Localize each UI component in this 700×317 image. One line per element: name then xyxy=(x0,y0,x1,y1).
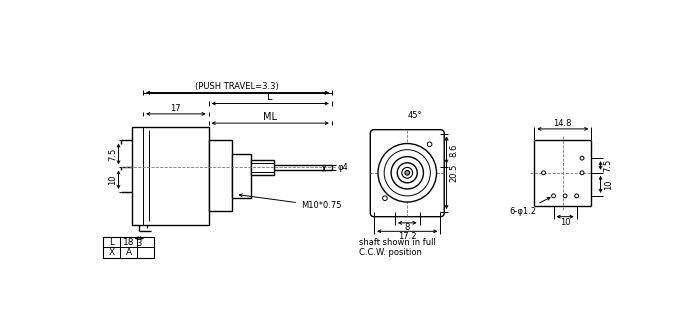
Text: 7.5: 7.5 xyxy=(603,159,612,172)
Text: 10: 10 xyxy=(108,174,117,185)
Text: M10*0.75: M10*0.75 xyxy=(239,194,342,210)
Circle shape xyxy=(378,144,437,202)
Bar xyxy=(232,153,251,198)
Bar xyxy=(251,160,274,175)
Text: 3: 3 xyxy=(136,239,142,248)
Text: X: X xyxy=(108,249,115,257)
Text: L: L xyxy=(267,92,273,102)
Text: C.C.W. position: C.C.W. position xyxy=(358,248,421,256)
Text: 20.5: 20.5 xyxy=(449,164,459,182)
Bar xyxy=(103,237,154,258)
Circle shape xyxy=(564,194,567,198)
Circle shape xyxy=(391,157,423,189)
Circle shape xyxy=(427,142,432,146)
Circle shape xyxy=(402,167,412,178)
Circle shape xyxy=(552,194,556,198)
Circle shape xyxy=(542,171,545,175)
Circle shape xyxy=(384,150,430,196)
Text: 8.6: 8.6 xyxy=(449,143,459,157)
Text: 10: 10 xyxy=(603,179,612,190)
Bar xyxy=(209,140,232,211)
Text: ML: ML xyxy=(263,112,277,122)
Text: (PUSH TRAVEL=3.3): (PUSH TRAVEL=3.3) xyxy=(195,82,279,91)
Text: 10: 10 xyxy=(560,217,570,227)
Circle shape xyxy=(383,196,387,201)
Text: 45°: 45° xyxy=(407,111,422,120)
Text: L: L xyxy=(109,237,114,247)
FancyBboxPatch shape xyxy=(370,130,444,217)
Bar xyxy=(132,126,209,225)
Text: 14.8: 14.8 xyxy=(554,119,572,128)
Circle shape xyxy=(575,194,579,198)
Text: φ4: φ4 xyxy=(338,163,349,172)
Circle shape xyxy=(398,163,417,183)
Text: A: A xyxy=(125,249,132,257)
Text: 18: 18 xyxy=(122,237,134,247)
Text: 6-φ1.2: 6-φ1.2 xyxy=(509,197,550,216)
Text: 8: 8 xyxy=(405,223,410,232)
Circle shape xyxy=(580,171,584,175)
Circle shape xyxy=(580,156,584,160)
Text: 17.2: 17.2 xyxy=(398,232,416,241)
Text: shaft shown in full: shaft shown in full xyxy=(358,238,435,247)
Text: 7.5: 7.5 xyxy=(108,147,117,160)
Text: 17: 17 xyxy=(170,104,181,113)
Circle shape xyxy=(405,171,409,175)
